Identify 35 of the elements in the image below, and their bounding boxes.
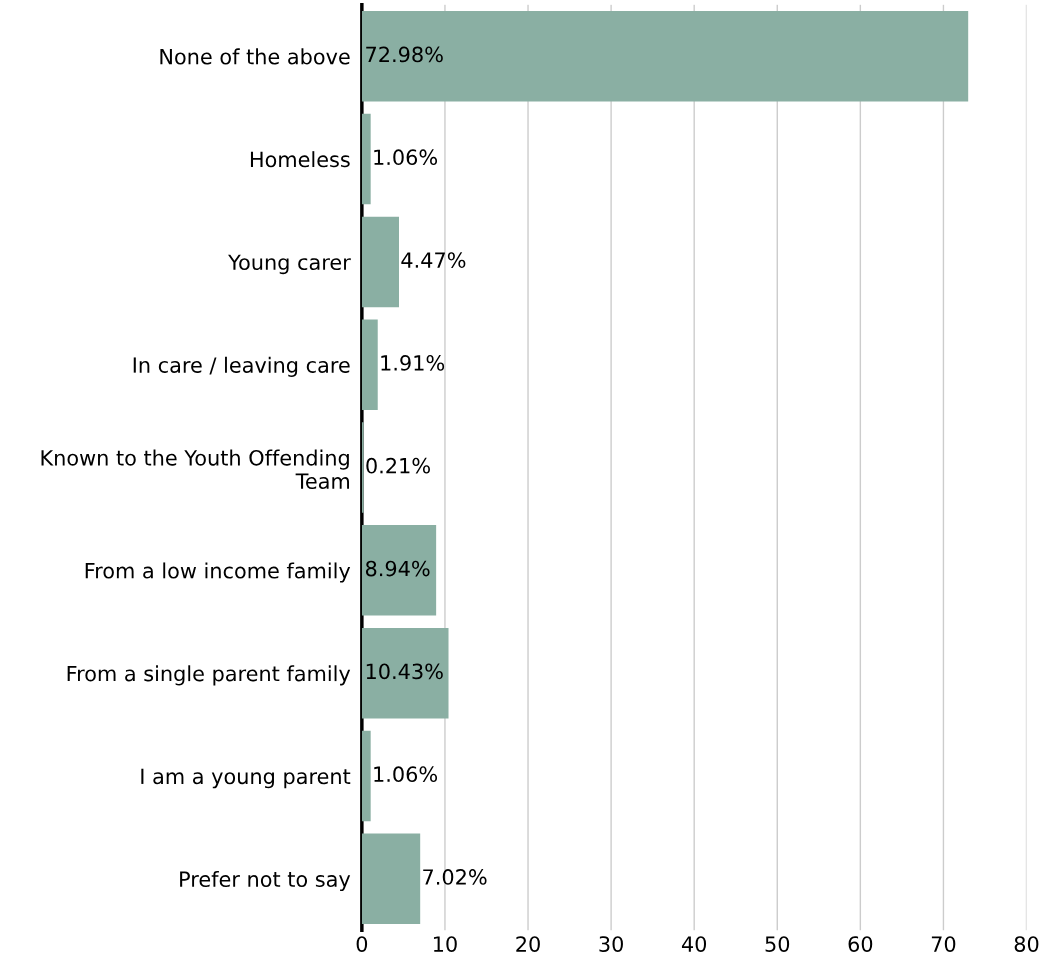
y-tick-label: From a single parent family [67, 665, 351, 686]
y-tick-label: None of the above [160, 48, 350, 65]
data-label: 0.21% [366, 457, 430, 474]
x-tick-label: 60 [848, 936, 873, 952]
y-tick-label: In care / leaving care [133, 356, 350, 377]
data-label: 1.06% [374, 766, 438, 783]
bar [361, 833, 421, 925]
y-tick-label: From a low income family [85, 562, 351, 583]
bar [361, 11, 969, 102]
x-tick-label: 70 [931, 936, 956, 952]
data-label: 4.47% [401, 252, 466, 268]
data-label: 10.43% [366, 663, 443, 680]
y-tick-label: Prefer not to say [180, 870, 351, 892]
bar [361, 113, 371, 205]
y-tick-label: Young carer [228, 254, 351, 275]
y-tick-label: Known to the Youth Offending Team [41, 449, 349, 489]
data-label: 1.91% [381, 355, 445, 371]
bar [361, 319, 378, 410]
x-tick-label: 30 [599, 936, 623, 952]
data-label: 72.98% [366, 46, 443, 63]
bar [361, 730, 371, 822]
x-tick-label: 40 [681, 936, 707, 952]
data-label: 7.02% [423, 869, 487, 885]
bar [361, 525, 437, 616]
x-tick-label: 20 [516, 936, 540, 952]
data-label: 1.06% [374, 149, 438, 166]
bar [361, 216, 399, 308]
x-tick-label: 50 [765, 936, 790, 952]
x-tick-label: 10 [433, 936, 457, 952]
x-tick-label: 0 [356, 936, 368, 952]
y-tick-label: Homeless [250, 151, 350, 168]
data-label: 8.94% [365, 560, 430, 577]
y-tick-label: I am a young parent [141, 768, 351, 789]
bar [361, 627, 449, 719]
x-tick-label: 80 [1014, 936, 1039, 952]
